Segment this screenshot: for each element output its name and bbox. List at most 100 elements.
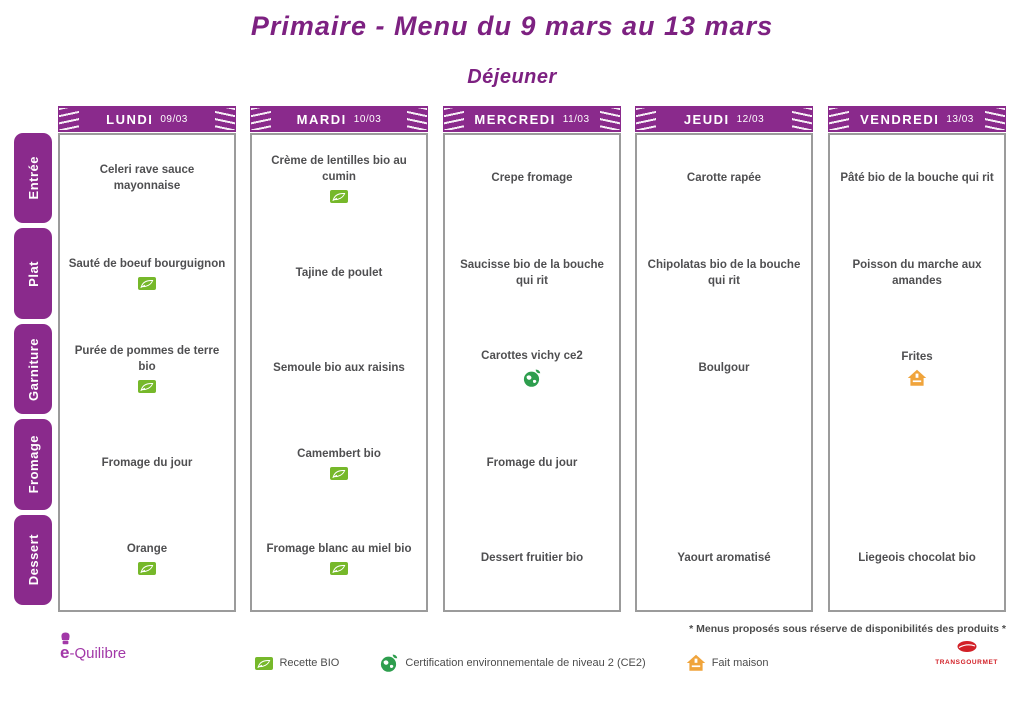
fait-maison-icon bbox=[907, 369, 927, 387]
dish-text: Boulgour bbox=[698, 361, 750, 374]
ce2-globe-icon bbox=[379, 653, 399, 673]
menu-cell-lundi-dessert: Orange bbox=[60, 511, 234, 606]
bio-icon bbox=[330, 466, 348, 480]
transgourmet-wordmark: TRANSGOURMET bbox=[935, 659, 998, 666]
dish-text: Fromage du jour bbox=[486, 456, 578, 469]
day-date: 09/03 bbox=[160, 113, 188, 125]
menu-cell-jeudi-fromage bbox=[637, 416, 811, 511]
page-title: Primaire - Menu du 9 mars au 13 mars bbox=[250, 11, 774, 41]
dish-text: Semoule bio aux raisins bbox=[273, 361, 405, 374]
dish-text: Carotte rapée bbox=[686, 171, 762, 184]
dish-text: Celeri rave sauce mayonnaise bbox=[99, 163, 195, 192]
availability-footnote: * Menus proposés sous réserve de disponi… bbox=[689, 623, 1006, 635]
menu-cell-mardi-fromage: Camembert bio bbox=[252, 416, 426, 511]
day-column-vendredi: VENDREDI 13/03 Pâté bio de la bouche qui… bbox=[828, 106, 1006, 612]
dish-text: Poisson du marche aux amandes bbox=[852, 258, 982, 287]
dish-text: Saucisse bio de la bouche qui rit bbox=[460, 258, 604, 287]
legend-item-fait-maison: Fait maison bbox=[686, 654, 769, 672]
menu-cell-lundi-entree: Celeri rave sauce mayonnaise bbox=[60, 131, 234, 226]
dish-text: Carottes vichy ce2 bbox=[481, 349, 583, 362]
menu-cell-lundi-fromage: Fromage du jour bbox=[60, 416, 234, 511]
menu-cell-mardi-dessert: Fromage blanc au miel bio bbox=[252, 511, 426, 606]
menu-cell-mardi-plat: Tajine de poulet bbox=[252, 226, 426, 321]
legend-label: Recette BIO bbox=[279, 657, 340, 669]
legend-item-ce2: Certification environnementale de niveau… bbox=[379, 653, 646, 673]
menu-cell-vendredi-entree: Pâté bio de la bouche qui rit bbox=[830, 131, 1004, 226]
tab-fromage-label: Fromage bbox=[25, 435, 41, 494]
dish-text: Tajine de poulet bbox=[295, 266, 383, 279]
transgourmet-logo: TRANSGOURMET bbox=[935, 640, 998, 666]
menu-cell-jeudi-entree: Carotte rapée bbox=[637, 131, 811, 226]
day-name: MARDI bbox=[296, 111, 347, 127]
legend-label: Fait maison bbox=[711, 657, 769, 669]
dish-text: Camembert bio bbox=[297, 448, 381, 461]
dish-text: Dessert fruitier bio bbox=[480, 551, 584, 564]
tab-entree-label: Entrée bbox=[25, 156, 41, 200]
dish-text: Frites bbox=[901, 350, 933, 363]
menu-cell-jeudi-dessert: Yaourt aromatisé bbox=[637, 511, 811, 606]
menu-cell-vendredi-garniture: Frites bbox=[830, 321, 1004, 416]
day-column-lundi: LUNDI 09/03 Celeri rave sauce mayonnaise… bbox=[58, 106, 236, 612]
dish-text: Sauté de boeuf bourguignon bbox=[68, 258, 226, 271]
legend-item-bio: Recette BIO bbox=[255, 656, 340, 670]
day-column-mercredi: MERCREDI 11/03 Crepe fromage Saucisse bio… bbox=[443, 106, 621, 612]
day-name: LUNDI bbox=[106, 111, 154, 127]
day-banner-vendredi: VENDREDI 13/03 bbox=[828, 106, 1006, 132]
dish-text: Pâté bio de la bouche qui rit bbox=[840, 171, 994, 184]
day-date: 10/03 bbox=[353, 113, 382, 125]
dish-text: Purée de pommes de terre bio bbox=[74, 345, 220, 373]
tab-garniture: Garniture bbox=[14, 323, 52, 415]
transgourmet-icon bbox=[956, 640, 978, 657]
tab-dessert-label: Dessert bbox=[25, 534, 41, 586]
day-banner-lundi: LUNDI 09/03 bbox=[58, 106, 236, 132]
menu-cell-vendredi-plat: Poisson du marche aux amandes bbox=[830, 226, 1004, 321]
dish-text: Crème de lentilles bio au cumin bbox=[271, 155, 407, 183]
bio-icon bbox=[138, 561, 156, 575]
day-date: 13/03 bbox=[946, 113, 974, 125]
menu-cell-mercredi-garniture: Carottes vichy ce2 bbox=[445, 321, 619, 416]
legend: Recette BIO Certification environnementa… bbox=[0, 653, 1024, 673]
day-date: 12/03 bbox=[736, 113, 765, 125]
day-name: MERCREDI bbox=[474, 111, 556, 127]
dish-text: Crepe fromage bbox=[491, 171, 573, 184]
tab-garniture-label: Garniture bbox=[25, 337, 41, 401]
day-name: VENDREDI bbox=[860, 111, 940, 127]
tab-plat-label: Plat bbox=[25, 260, 41, 287]
menu-cell-vendredi-fromage bbox=[830, 416, 1004, 511]
bio-icon bbox=[255, 656, 274, 670]
tab-fromage: Fromage bbox=[14, 419, 52, 510]
chef-hat-icon bbox=[59, 630, 72, 650]
menu-cell-jeudi-garniture: Boulgour bbox=[637, 321, 811, 416]
tab-plat: Plat bbox=[14, 228, 52, 319]
menu-cell-mercredi-dessert: Dessert fruitier bio bbox=[445, 511, 619, 606]
menu-cell-mercredi-fromage: Fromage du jour bbox=[445, 416, 619, 511]
tab-entree: Entrée bbox=[14, 133, 52, 224]
bio-icon bbox=[138, 379, 156, 393]
day-column-mardi: MARDI 10/03 Crème de lentilles bio au cu… bbox=[250, 106, 428, 612]
legend-label: Certification environnementale de niveau… bbox=[405, 657, 646, 669]
dish-text: Fromage du jour bbox=[101, 456, 193, 469]
menu-cell-mardi-entree: Crème de lentilles bio au cumin bbox=[252, 131, 426, 226]
day-banner-mercredi: MERCREDI 11/03 bbox=[443, 106, 621, 132]
dish-text: Liegeois chocolat bio bbox=[858, 551, 976, 564]
dish-text: Fromage blanc au miel bio bbox=[266, 543, 412, 556]
dish-text: Yaourt aromatisé bbox=[677, 551, 771, 564]
menu-cell-lundi-garniture: Purée de pommes de terre bio bbox=[60, 321, 234, 416]
bio-icon bbox=[330, 561, 348, 575]
day-column-jeudi: JEUDI 12/03 Carotte rapée Chipolatas bio … bbox=[635, 106, 813, 612]
meal-subtitle: Déjeuner bbox=[467, 66, 557, 88]
menu-cell-mardi-garniture: Semoule bio aux raisins bbox=[252, 321, 426, 416]
bio-icon bbox=[138, 276, 156, 290]
equilibre-logo: e-Quilibre bbox=[60, 632, 126, 663]
tab-dessert: Dessert bbox=[14, 514, 52, 606]
fait-maison-house-icon bbox=[686, 654, 706, 672]
day-name: JEUDI bbox=[683, 111, 730, 127]
menu-cell-mercredi-entree: Crepe fromage bbox=[445, 131, 619, 226]
category-tabs: Entrée Plat Garniture Fromage Dessert bbox=[14, 133, 52, 606]
ce2-icon bbox=[522, 368, 542, 388]
menu-cell-jeudi-plat: Chipolatas bio de la bouche qui rit bbox=[637, 226, 811, 321]
menu-cell-mercredi-plat: Saucisse bio de la bouche qui rit bbox=[445, 226, 619, 321]
dish-text: Orange bbox=[126, 543, 168, 556]
dish-text: Chipolatas bio de la bouche qui rit bbox=[647, 258, 801, 287]
